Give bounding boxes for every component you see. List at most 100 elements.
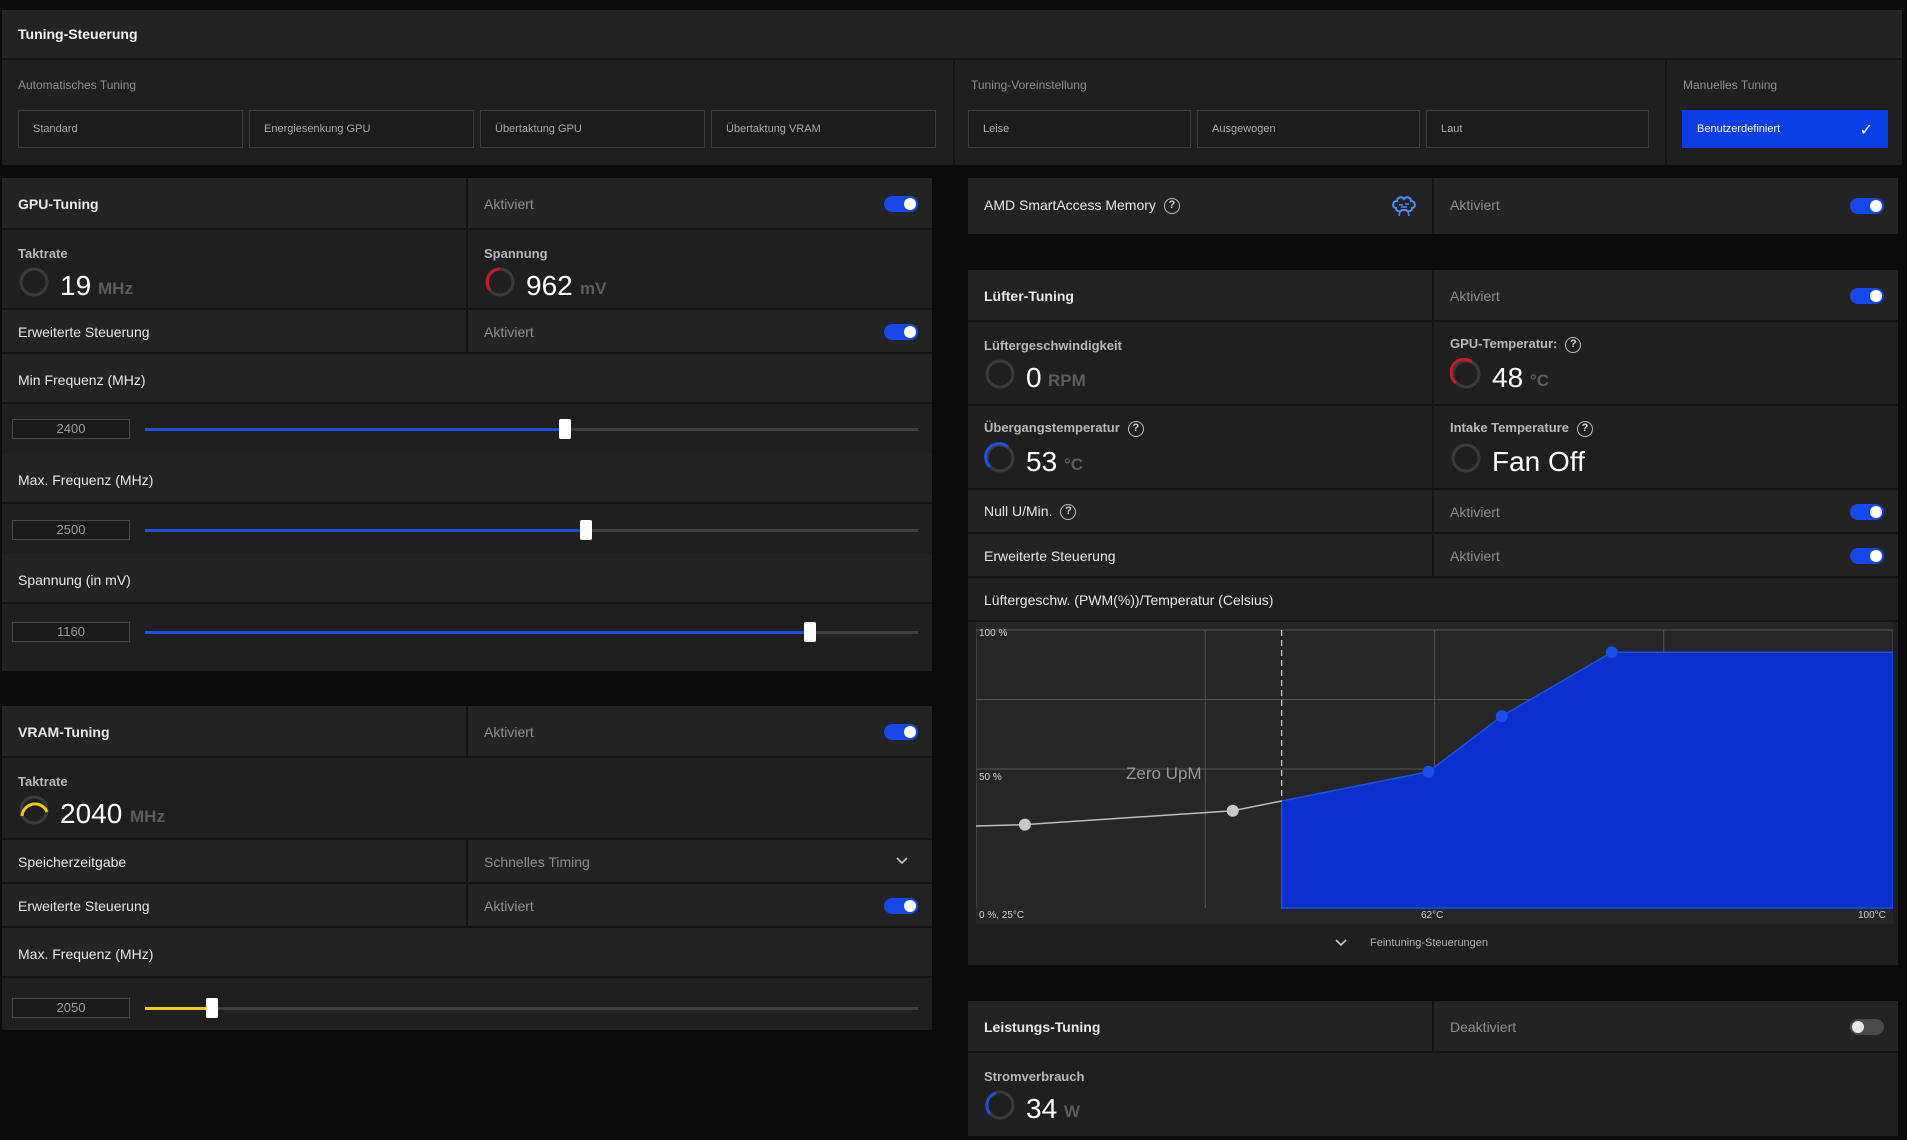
y-mid-label: 50 % [979,772,1002,783]
x-mid-label: 62°C [1421,910,1444,921]
divider [466,884,468,926]
divider [1432,406,1434,488]
check-icon: ✓ [1859,122,1873,139]
voltage-row: Spannung (in mV) [2,554,932,604]
gpu-tuning-toggle[interactable] [884,196,918,212]
vram-max-freq-thumb[interactable] [206,998,219,1018]
sam-panel: AMD SmartAccess Memory? Aktiviert [968,178,1898,234]
fan-curve-svg[interactable] [976,622,1893,924]
min-freq-row: Min Frequenz (MHz) [2,354,932,404]
voltage-input[interactable]: 1160 [12,622,130,642]
intake-temp-value: Fan Off [1492,446,1585,477]
vram-clock-unit: MHz [130,807,165,826]
vram-clock-gauge-icon [19,795,49,825]
fan-tuning-toggle[interactable] [1850,288,1884,304]
divider [1432,1001,1434,1051]
fan-metrics-row1: Lüftergeschwindigkeit 0 RPM GPU-Temperat… [968,322,1898,406]
vram-advanced-toggle[interactable] [884,898,918,914]
fan-tuning-panel: Lüfter-Tuning Aktiviert Lüftergeschwindi… [968,270,1898,965]
voltage-slider[interactable] [145,622,918,642]
gpu-metrics: Taktrate 19 MHz Spannung 962 mV [2,230,932,310]
fan-curve-point[interactable] [1605,646,1618,659]
fine-tuning-toggle[interactable]: Feintuning-Steuerungen [968,924,1898,965]
memory-timing-select[interactable]: Schnelles Timing [484,854,590,870]
help-icon[interactable]: ? [1163,198,1180,215]
vram-max-freq-slider[interactable] [145,998,918,1018]
power-label: Stromverbrauch [984,1069,1085,1084]
gpu-voltage-label: Spannung [484,246,548,261]
preset-power-saving-button[interactable]: Energiesenkung GPU [249,110,474,148]
fan-advanced-toggle[interactable] [1850,548,1884,564]
sam-status: Aktiviert [1450,197,1500,213]
power-unit: W [1064,1102,1081,1121]
fan-curve-title-row: Lüftergeschw. (PWM(%))/Temperatur (Celsi… [968,578,1898,622]
preset-standard-button[interactable]: Standard [18,110,243,148]
voltage-thumb[interactable] [803,622,816,642]
sam-label: AMD SmartAccess Memory? [984,197,1180,215]
voltage-slider-row: 1160 [2,604,932,671]
gpu-advanced-label: Erweiterte Steuerung [18,324,150,340]
voltage-slider-label: Spannung (in mV) [18,572,131,588]
power-tuning-toggle[interactable] [1850,1019,1884,1035]
fan-curve-point[interactable] [1018,818,1031,831]
vram-max-freq-input[interactable]: 2050 [12,998,130,1018]
divider [466,310,468,352]
help-icon[interactable]: ? [1127,420,1144,437]
gpu-advanced-toggle[interactable] [884,324,918,340]
preset-custom-button[interactable]: Benutzerdefiniert ✓ [1682,110,1888,148]
fan-curve-chart[interactable]: 100 % 50 % 0 %, 25°C 62°C 100°C Zero UpM [976,622,1893,924]
zero-rpm-toggle[interactable] [1850,504,1884,520]
vram-tuning-toggle[interactable] [884,724,918,740]
junction-temp-value: 53 [1026,446,1058,477]
max-freq-input[interactable]: 2500 [12,520,130,540]
sam-toggle[interactable] [1850,198,1884,214]
gpu-tuning-status: Aktiviert [484,196,534,212]
max-freq-fill [145,529,587,532]
preset-balanced-button[interactable]: Ausgewogen [1197,110,1420,148]
manual-tuning-label: Manuelles Tuning [1683,78,1778,92]
fan-advanced-label: Erweiterte Steuerung [984,548,1116,564]
preset-quiet-button[interactable]: Leise [968,110,1191,148]
junction-temp-gauge-icon [984,442,1015,473]
junction-temp-label: Übergangstemperatur? [984,420,1144,437]
y-max-label: 100 % [979,628,1008,639]
max-freq-slider[interactable] [145,520,918,540]
gpu-voltage-unit: mV [580,279,607,298]
divider [466,840,468,882]
help-icon[interactable]: ? [1060,504,1077,521]
power-tuning-title: Leistungs-Tuning [984,1019,1101,1035]
preset-loud-button[interactable]: Laut [1426,110,1649,148]
min-freq-fill [145,428,565,431]
min-freq-thumb[interactable] [558,419,571,439]
fan-speed-label: Lüftergeschwindigkeit [984,338,1122,353]
fan-advanced-status: Aktiviert [1450,548,1500,564]
help-icon[interactable]: ? [1576,420,1593,437]
power-value: 34 [1026,1093,1058,1124]
auto-tuning-label: Automatisches Tuning [18,78,137,92]
divider [953,60,955,165]
gpu-advanced-status: Aktiviert [484,324,534,340]
gpu-temp-value: 48 [1492,362,1524,393]
fine-tuning-label: Feintuning-Steuerungen [1370,937,1489,949]
min-freq-slider[interactable] [145,419,918,439]
max-freq-thumb[interactable] [580,520,593,540]
vram-tuning-header: VRAM-Tuning Aktiviert [2,706,932,758]
divider [466,230,468,308]
gpu-tuning-header: GPU-Tuning Aktiviert [2,178,932,230]
min-freq-input[interactable]: 2400 [12,419,130,439]
intake-temp-label: Intake Temperature? [1450,420,1593,437]
chevron-down-icon[interactable] [895,856,909,866]
fan-curve-point[interactable] [1422,765,1435,778]
fan-tuning-header: Lüfter-Tuning Aktiviert [968,270,1898,322]
vram-metrics: Taktrate 2040 MHz [2,758,932,840]
intake-temp-label-text: Intake Temperature [1450,420,1569,435]
help-icon[interactable]: ? [1565,336,1582,353]
vram-max-freq-label: Max. Frequenz (MHz) [18,946,154,962]
preset-overclock-vram-button[interactable]: Übertaktung VRAM [711,110,936,148]
power-tuning-header: Leistungs-Tuning Deaktiviert [968,1001,1898,1053]
preset-overclock-gpu-button[interactable]: Übertaktung GPU [480,110,705,148]
gpu-clock-unit: MHz [98,279,133,298]
fan-curve-point[interactable] [1495,710,1508,723]
max-freq-row: Max. Frequenz (MHz) [2,454,932,504]
fan-curve-point[interactable] [1226,804,1239,817]
